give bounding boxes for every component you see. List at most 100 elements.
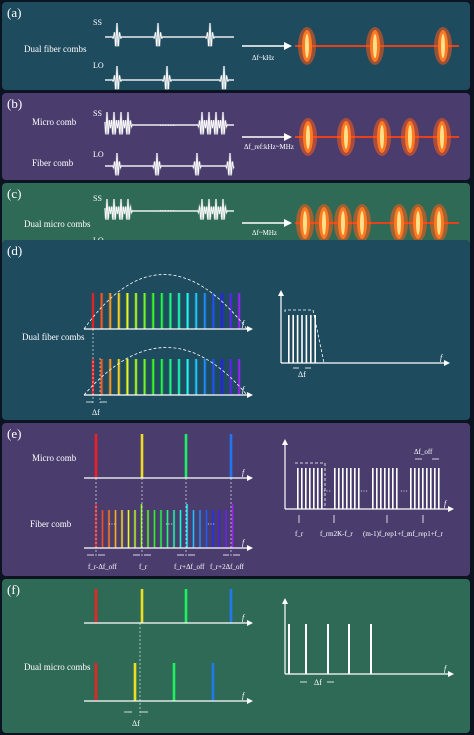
comb-line [152,293,154,329]
pulse-trace [104,198,234,220]
ss-label: SS [93,109,102,118]
comb-line [229,359,232,395]
rf-line [410,468,412,509]
axis-f-bottom: f [242,691,246,700]
arrow-label: Δf_ref:kHz~MHz [244,143,294,151]
axis-f-top: f [242,319,246,328]
comb-line [118,359,120,395]
comb-line [185,589,187,623]
comb-line [218,510,221,548]
offset-label-4: f_r+2Δf_off [210,563,245,571]
rf-x-arrow [448,671,454,677]
burst-core [440,125,444,149]
rf-line [384,468,386,509]
comb-line [141,589,143,623]
burst-core [373,34,377,58]
panel-d-tag: (d) [7,243,22,258]
burst-core [303,211,307,235]
comb-line [160,510,162,548]
comb-line [95,663,97,701]
lo-label: LO [93,61,104,70]
rf-tick-4: mf_rep1+f_r [407,530,443,538]
interferogram [295,204,459,242]
comb-line [212,293,215,329]
fiber-comb-label: Fiber comb [30,519,72,529]
comb-line [100,293,103,329]
axis-arrow [247,620,253,626]
panel-b-tag: (b) [7,96,22,111]
rf-line [301,315,303,363]
lo-pulse-train [105,65,234,90]
comb-line [169,359,172,395]
burst-core [305,34,309,58]
rf-x-arrow [444,360,450,366]
rf-comb [288,624,372,674]
arrow [242,219,292,227]
panel-f-label: Dual micro combs [24,662,91,672]
comb-line [161,359,163,395]
comb-line [212,663,214,701]
comb-line [212,359,215,395]
panel-d-bg [2,240,470,420]
rf-line [426,468,428,509]
rf-y-arrow [282,598,288,604]
panel-a-label: Dual fiber combs [24,44,87,54]
panel-f: (f) Dual micro combs f f Δf f Δf [2,579,470,733]
ss-pulse-train [105,22,234,47]
burst-core [437,211,441,235]
ss-pulse-train [104,198,234,220]
comb-line [118,293,120,329]
comb-lines [94,589,233,701]
arrow-label: Δf~MHz [252,229,277,237]
rf-comb [288,315,316,363]
comb-line [204,293,206,329]
rf-envelope [284,309,325,364]
rf-line [317,468,319,509]
rf-line [327,624,329,674]
rf-comb [297,468,440,509]
burst-core [322,211,326,235]
comb-line [204,359,206,395]
rf-tick-3: (m-1)f_rep1+f_r [363,530,410,538]
panel-f-svg: (f) Dual micro combs f f Δf f Δf [2,579,470,733]
pulse-trace [105,22,234,47]
panel-d: (d) Dual fiber combs f f Δf f Δf [2,240,470,420]
delta-f-label: Δf [92,408,100,417]
offset-label-1: f_r-Δf_off [88,563,117,571]
rf-delta-label: Δf_off [414,448,433,456]
rf-line [305,315,308,363]
comb-line [108,510,110,548]
envelope-bottom [83,347,248,396]
panel-d-svg: (d) Dual fiber combs f f Δf f Δf [2,240,470,420]
rf-line [334,468,336,509]
rf-line [380,468,382,509]
pulse-trace [105,152,235,176]
comb-line [169,293,172,329]
panel-f-bg [2,579,470,733]
rf-line [418,468,420,509]
rf-line [296,315,299,363]
burst-core [416,211,420,235]
axes [84,477,247,549]
interferogram [295,27,459,65]
comb-line [134,510,136,548]
burst-core [360,211,364,235]
rf-dots-3: ··· [400,487,408,496]
axes [84,328,247,396]
comb-line [127,510,130,548]
panel-d-label: Dual fiber combs [22,332,85,342]
arrow [242,133,292,141]
rf-line [305,624,307,674]
rf-line [346,468,348,509]
rf-line [314,315,316,363]
axis-f-bottom: f [242,385,246,394]
rf-dots-2: ··· [360,487,368,496]
panel-c-label: Dual micro combs [24,219,91,229]
comb-line [135,293,137,329]
comb-line [153,510,156,548]
rf-axis-f: f [444,664,448,673]
comb-lines [94,434,234,548]
comb-line [143,293,146,329]
comb-line [195,293,197,329]
rf-line [350,468,352,509]
